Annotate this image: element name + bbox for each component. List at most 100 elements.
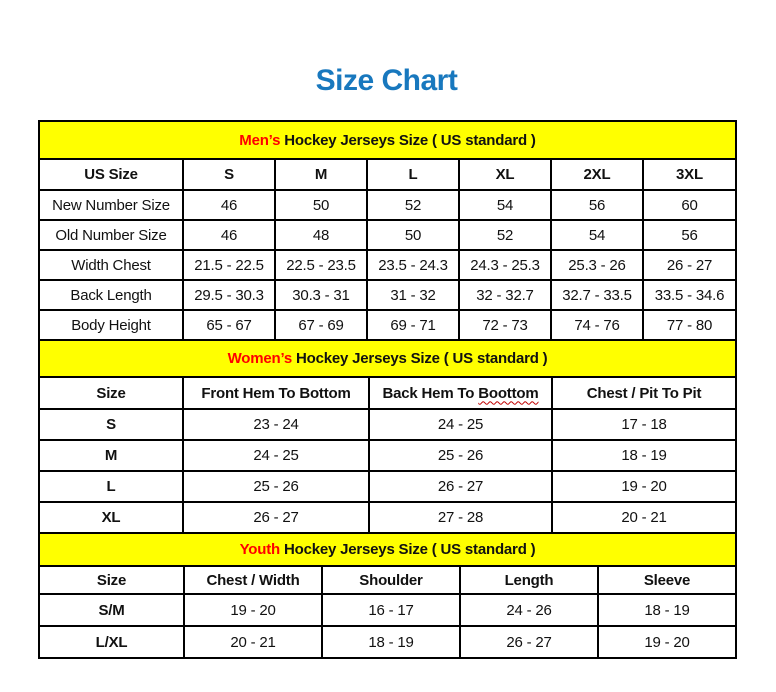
mens-band-title: Men’s Hockey Jerseys Size ( US standard ) <box>38 120 737 160</box>
table-cell: 23 - 24 <box>182 408 370 441</box>
table-row: L/XL 20 - 21 18 - 19 26 - 27 19 - 20 <box>38 625 738 659</box>
table-cell: 72 - 73 <box>458 309 552 341</box>
column-header: S <box>182 158 276 191</box>
womens-band-highlight: Women’s <box>227 350 293 367</box>
table-cell: 27 - 28 <box>368 501 553 534</box>
table-cell: 29.5 - 30.3 <box>182 279 276 311</box>
row-label: L/XL <box>38 625 185 659</box>
column-header: XL <box>458 158 552 191</box>
youth-header-row: Size Chest / Width Shoulder Length Sleev… <box>38 565 738 595</box>
column-header: Length <box>459 565 599 595</box>
table-cell: 18 - 19 <box>550 439 738 472</box>
table-cell: 22.5 - 23.5 <box>274 249 368 281</box>
table-cell: 52 <box>366 189 460 221</box>
misspelled-word: Boottom <box>478 384 539 402</box>
table-cell: 33.5 - 34.6 <box>642 279 737 311</box>
row-label: XL <box>38 501 184 534</box>
page-title: Size Chart <box>315 64 458 97</box>
table-cell: 23.5 - 24.3 <box>366 249 460 281</box>
table-cell: 54 <box>458 189 552 221</box>
table-row: Back Length 29.5 - 30.3 30.3 - 31 31 - 3… <box>38 279 737 311</box>
table-cell: 18 - 19 <box>321 625 461 659</box>
table-cell: 24 - 26 <box>459 593 599 627</box>
table-cell: 50 <box>366 219 460 251</box>
column-header-misspelled: Back Hem To Boottom <box>368 376 553 410</box>
row-label: Body Height <box>38 309 184 341</box>
table-cell: 20 - 21 <box>550 501 738 534</box>
row-label: Old Number Size <box>38 219 184 251</box>
column-header: 3XL <box>642 158 737 191</box>
table-row: Old Number Size 46 48 50 52 54 56 <box>38 219 737 251</box>
table-cell: 26 - 27 <box>642 249 737 281</box>
table-cell: 56 <box>550 189 644 221</box>
column-header: Sleeve <box>596 565 738 595</box>
table-cell: 26 - 27 <box>368 470 553 503</box>
table-row: S/M 19 - 20 16 - 17 24 - 26 18 - 19 <box>38 593 738 627</box>
table-row: L 25 - 26 26 - 27 19 - 20 <box>38 470 738 503</box>
table-cell: 25 - 26 <box>368 439 553 472</box>
womens-band-rest: Hockey Jerseys Size ( US standard ) <box>296 350 548 367</box>
row-label: L <box>38 470 184 503</box>
table-cell: 46 <box>182 219 276 251</box>
table-cell: 24 - 25 <box>182 439 370 472</box>
table-row: Width Chest 21.5 - 22.5 22.5 - 23.5 23.5… <box>38 249 737 281</box>
column-header-prefix: Back Hem To <box>382 384 475 402</box>
size-tables: Men’s Hockey Jerseys Size ( US standard )… <box>37 120 738 659</box>
table-cell: 25.3 - 26 <box>550 249 644 281</box>
table-cell: 74 - 76 <box>550 309 644 341</box>
womens-section-band: Women’s Hockey Jerseys Size ( US standard… <box>37 339 738 378</box>
youth-section-band: Youth Hockey Jerseys Size ( US standard ) <box>37 532 738 567</box>
row-label: Width Chest <box>38 249 184 281</box>
mens-band-rest: Hockey Jerseys Size ( US standard ) <box>284 131 536 149</box>
row-label: Back Length <box>38 279 184 311</box>
table-cell: 56 <box>642 219 737 251</box>
table-row: New Number Size 46 50 52 54 56 60 <box>38 189 737 221</box>
column-header: Front Hem To Bottom <box>182 376 370 410</box>
womens-size-table: Women’s Hockey Jerseys Size ( US standard… <box>37 339 738 534</box>
table-cell: 21.5 - 22.5 <box>182 249 276 281</box>
table-row: M 24 - 25 25 - 26 18 - 19 <box>38 439 738 472</box>
mens-header-row: US Size S M L XL 2XL 3XL <box>38 158 737 191</box>
table-cell: 16 - 17 <box>321 593 461 627</box>
table-cell: 24 - 25 <box>368 408 553 441</box>
table-cell: 60 <box>642 189 737 221</box>
table-cell: 65 - 67 <box>182 309 276 341</box>
womens-band-title: Women’s Hockey Jerseys Size ( US standard… <box>37 339 738 378</box>
table-cell: 25 - 26 <box>182 470 370 503</box>
table-cell: 54 <box>550 219 644 251</box>
youth-size-table: Youth Hockey Jerseys Size ( US standard )… <box>37 532 738 659</box>
womens-header-row: Size Front Hem To Bottom Back Hem To Boot… <box>38 376 738 410</box>
table-cell: 18 - 19 <box>596 593 738 627</box>
table-cell: 24.3 - 25.3 <box>458 249 552 281</box>
column-header: US Size <box>38 158 184 191</box>
table-row: Body Height 65 - 67 67 - 69 69 - 71 72 -… <box>38 309 737 341</box>
column-header: Size <box>38 565 185 595</box>
column-header: Shoulder <box>321 565 461 595</box>
table-cell: 50 <box>274 189 368 221</box>
table-cell: 19 - 20 <box>550 470 738 503</box>
table-cell: 32.7 - 33.5 <box>550 279 644 311</box>
table-cell: 26 - 27 <box>182 501 370 534</box>
table-row: XL 26 - 27 27 - 28 20 - 21 <box>38 501 738 534</box>
column-header: 2XL <box>550 158 644 191</box>
mens-section-band: Men’s Hockey Jerseys Size ( US standard ) <box>38 120 737 160</box>
table-cell: 46 <box>182 189 276 221</box>
table-cell: 67 - 69 <box>274 309 368 341</box>
youth-band-highlight: Youth <box>239 541 281 558</box>
table-cell: 32 - 32.7 <box>458 279 552 311</box>
table-cell: 17 - 18 <box>550 408 738 441</box>
table-cell: 30.3 - 31 <box>274 279 368 311</box>
row-label: S <box>38 408 184 441</box>
mens-band-highlight: Men’s <box>239 131 281 149</box>
table-cell: 48 <box>274 219 368 251</box>
table-cell: 20 - 21 <box>183 625 323 659</box>
row-label: S/M <box>38 593 185 627</box>
youth-band-rest: Hockey Jerseys Size ( US standard ) <box>283 541 536 558</box>
row-label: New Number Size <box>38 189 184 221</box>
column-header: L <box>366 158 460 191</box>
table-cell: 52 <box>458 219 552 251</box>
table-cell: 19 - 20 <box>596 625 738 659</box>
column-header: Chest / Pit To Pit <box>550 376 738 410</box>
table-cell: 69 - 71 <box>366 309 460 341</box>
